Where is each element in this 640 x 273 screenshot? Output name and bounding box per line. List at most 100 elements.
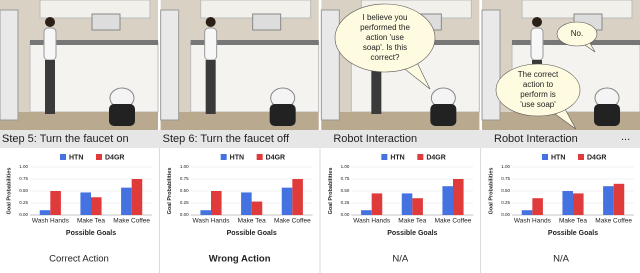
photo-person-head [532,17,543,27]
photo-microwave [91,13,121,31]
photo-countertop [190,40,319,45]
y-axis-label: Goal Probabilities [328,168,334,215]
y-tick-label: 0.50 [501,188,510,193]
photo-person-legs [205,60,216,114]
bar [573,193,584,215]
bar [131,179,143,215]
legend-swatch [256,154,263,160]
y-tick-label: 0.25 [341,200,350,205]
bar [412,198,423,215]
bar [200,210,212,215]
bar [211,191,222,215]
bar [241,192,252,215]
photo-robot-base [594,104,621,126]
bubble-text: I believe you [363,13,408,22]
bar [80,192,91,215]
x-tick-label: Make Tea [398,218,426,225]
legend-swatch [60,154,66,160]
y-tick-label: 0.50 [19,188,28,193]
photo-fridge [481,9,501,121]
y-tick-label: 0.75 [19,176,28,181]
bubble-text: performed the [360,23,410,32]
photo-countertop [30,40,158,45]
x-tick-label: Wash Hands [32,218,70,225]
result-label: N/A [392,254,409,265]
y-tick-label: 0.25 [19,200,28,205]
legend-swatch [96,154,102,160]
x-tick-label: Make Tea [77,218,105,225]
bubble-text: 'use soap' [520,100,556,109]
legend-swatch [542,154,549,160]
legend-label: HTN [551,154,565,161]
y-axis-label: Goal Probabilities [167,168,173,215]
legend-swatch [381,154,388,160]
legend-label: D4GR [426,154,445,161]
legend-swatch [220,154,227,160]
bar [453,179,464,215]
x-axis-label: Possible Goals [387,230,437,237]
legend-label: HTN [390,154,404,161]
legend-label: D4GR [587,154,606,161]
bar [50,191,61,215]
photo-person-legs [45,60,55,114]
photo-person-head [45,17,55,27]
x-tick-label: Make Coffee [113,218,150,225]
photo-person-body [530,27,544,61]
x-tick-label: Make Tea [238,218,266,225]
x-axis-label: Possible Goals [227,230,277,237]
step-band [0,130,640,148]
photo-fridge [160,9,180,121]
bar [371,193,383,215]
legend-label: HTN [230,154,244,161]
result-label: N/A [553,254,570,265]
y-axis-label: Goal Probabilities [6,168,12,215]
ellipsis: ... [621,131,630,143]
x-tick-label: Make Coffee [274,218,311,225]
y-tick-label: 0.00 [19,212,28,217]
bubble-text: No. [571,29,583,38]
y-tick-label: 1.00 [501,164,510,169]
bubble-text: action 'use [366,33,405,42]
photo-person-head [205,17,216,27]
legend-swatch [417,154,424,160]
legend-swatch [578,154,585,160]
result-label: Wrong Action [209,254,271,265]
bar [121,187,132,215]
speech-bubble [334,3,436,73]
x-tick-label: Wash Hands [514,218,552,225]
y-tick-label: 0.25 [501,200,510,205]
y-axis-label: Goal Probabilities [488,168,494,215]
x-tick-label: Wash Hands [193,218,231,225]
result-label: Correct Action [49,254,109,265]
photo-person-legs [371,60,382,114]
y-tick-label: 0.00 [180,212,189,217]
bar [91,197,102,215]
photo-robot-base [269,104,296,126]
bar [251,201,263,215]
bar [281,187,293,215]
speech-bubble [495,63,581,117]
legend-label: HTN [69,154,83,161]
photo-robot-base [430,104,457,126]
photo-microwave [252,13,282,31]
bar [532,198,543,215]
step-label: Robot Interaction [333,133,417,145]
x-tick-label: Wash Hands [353,218,391,225]
y-tick-label: 0.75 [501,176,510,181]
y-tick-label: 0.75 [180,176,189,181]
step-label: Robot Interaction [494,133,578,145]
bubble-text: soap'. Is this [363,43,407,52]
bubble-text: action to [523,80,554,89]
y-tick-label: 1.00 [180,164,189,169]
bar [442,186,454,215]
bar [521,210,533,215]
legend-label: D4GR [266,154,285,161]
y-tick-label: 0.50 [341,188,350,193]
y-tick-label: 0.25 [180,200,189,205]
bubble-text: The correct [518,70,559,79]
step-label: Step 6: Turn the faucet off [163,133,290,145]
x-tick-label: Make Coffee [595,218,632,225]
y-tick-label: 0.50 [180,188,189,193]
photo-person-body [43,27,57,61]
